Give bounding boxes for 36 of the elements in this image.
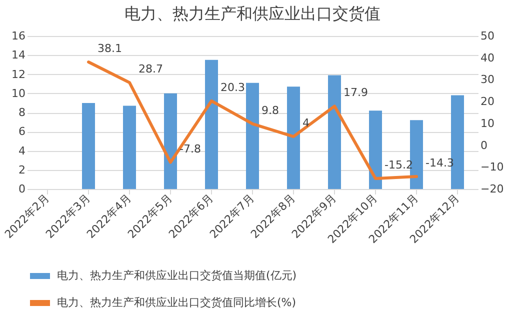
y-tick-label: 12: [12, 68, 26, 81]
data-label: 28.7: [138, 62, 163, 76]
y2-tick-label: 10: [480, 116, 494, 130]
data-label: -7.8: [180, 142, 201, 156]
y2-tick-label: −20: [480, 182, 504, 196]
data-label: 38.1: [98, 42, 122, 56]
legend-label: 电力、热力生产和供应业出口交货值当期值(亿元): [57, 269, 297, 282]
y2-tick-label: −10: [480, 160, 504, 174]
y2-tick-label: 0: [480, 138, 488, 152]
bar: [123, 106, 136, 189]
bar: [328, 75, 341, 189]
y-tick-label: 4: [18, 144, 26, 158]
y-tick-label: 2: [18, 163, 26, 176]
y-tick-label: 6: [18, 125, 26, 138]
bar: [82, 102, 95, 189]
bar: [205, 60, 218, 189]
data-label: 9.8: [262, 104, 279, 117]
data-label: 17.9: [344, 86, 368, 100]
bar: [164, 93, 177, 189]
y-tick-label: 8: [18, 106, 26, 119]
legend-label: 电力、热力生产和供应业出口交货值同比增长(%): [57, 296, 296, 309]
y2-tick-label: 40: [480, 51, 494, 64]
line-series: [87, 60, 418, 180]
y-tick-label: 14: [12, 48, 26, 62]
bar: [287, 86, 300, 189]
bar: [246, 82, 259, 189]
chart-title: 电力、热力生产和供应业出口交货值: [124, 4, 380, 23]
bar: [410, 120, 423, 189]
y2-tick-label: 50: [480, 30, 494, 42]
bar: [369, 110, 382, 189]
y-tick-label: 16: [12, 30, 26, 42]
y2-tick-label: 30: [480, 73, 494, 86]
y2-tick-label: 20: [480, 95, 494, 108]
data-label: 20.3: [220, 80, 245, 94]
y-tick-label: 10: [12, 86, 26, 100]
y-tick-label: 0: [18, 182, 26, 196]
